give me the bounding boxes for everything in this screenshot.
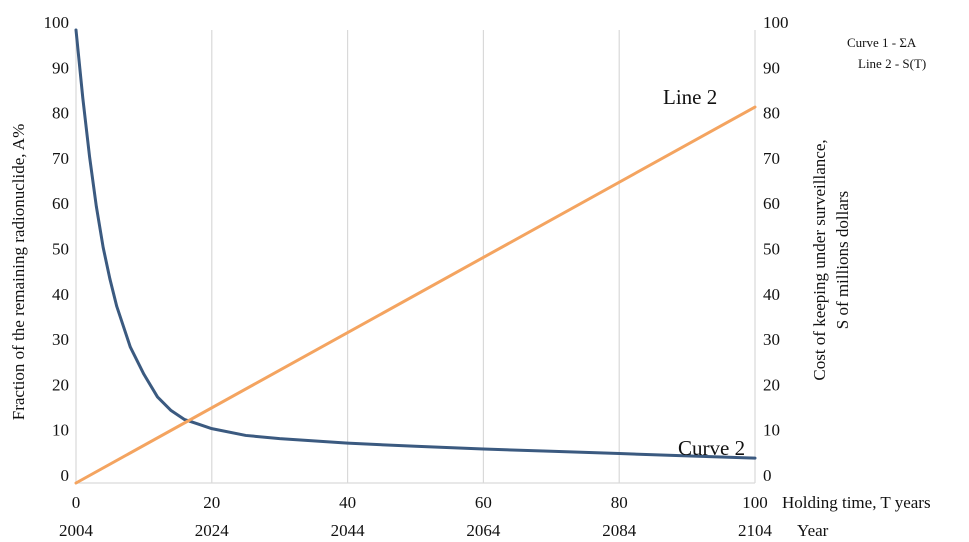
- y-right-tick-90: 90: [763, 58, 780, 77]
- y-left-tick-10: 10: [52, 421, 69, 440]
- legend-entry-line-2: Line 2 - S(T): [858, 56, 926, 71]
- ticks: 0 10 20 30 40 50 60 70 80 90 100 0 10 20 30 40 50 60 70 80 9…: [44, 13, 789, 540]
- y-left-tick-90: 90: [52, 58, 69, 77]
- y-left-tick-30: 30: [52, 330, 69, 349]
- y-right-tick-70: 70: [763, 149, 780, 168]
- y-left-tick-100: 100: [44, 13, 70, 32]
- x-primary-tick-20: 20: [203, 493, 220, 512]
- legend-entry-curve-1: Curve 1 - ΣA: [847, 35, 917, 50]
- y-left-tick-40: 40: [52, 285, 69, 304]
- y-right-tick-10: 10: [763, 421, 780, 440]
- series-layer: [74, 28, 757, 485]
- y-right-tick-20: 20: [763, 375, 780, 394]
- y-left-tick-60: 60: [52, 194, 69, 213]
- x-secondary-tick-2044: 2044: [331, 521, 366, 540]
- x-primary-tick-80: 80: [611, 493, 628, 512]
- x-primary-tick-0: 0: [72, 493, 81, 512]
- y-left-tick-70: 70: [52, 149, 69, 168]
- x-secondary-tick-2004: 2004: [59, 521, 94, 540]
- y-right-tick-30: 30: [763, 330, 780, 349]
- y-left-tick-20: 20: [52, 375, 69, 394]
- series-line-2-line: [74, 105, 757, 485]
- y-right-tick-80: 80: [763, 104, 780, 123]
- y-right-tick-40: 40: [763, 285, 780, 304]
- grid: [75, 30, 756, 484]
- y-left-tick-50: 50: [52, 240, 69, 259]
- series-label-line-2: Line 2: [663, 85, 717, 109]
- x-primary-tick-60: 60: [475, 493, 492, 512]
- x-primary-axis-label: Holding time, T years: [782, 493, 931, 512]
- x-secondary-tick-2084: 2084: [602, 521, 637, 540]
- y-right-tick-0: 0: [763, 466, 772, 485]
- y-left-tick-0: 0: [61, 466, 70, 485]
- series-curve-2-line: [74, 28, 757, 460]
- x-primary-tick-40: 40: [339, 493, 356, 512]
- y-right-axis-label-line2: S of millions dollars: [833, 191, 852, 329]
- x-secondary-axis-label: Year: [797, 521, 829, 540]
- x-primary-tick-100: 100: [742, 493, 768, 512]
- x-secondary-tick-2064: 2064: [466, 521, 501, 540]
- y-right-tick-50: 50: [763, 240, 780, 259]
- x-secondary-tick-2104: 2104: [738, 521, 773, 540]
- y-right-axis-label-line1: Cost of keeping under surveillance,: [810, 139, 829, 380]
- y-right-tick-100: 100: [763, 13, 789, 32]
- legend: Curve 1 - ΣA Line 2 - S(T): [847, 35, 926, 71]
- y-left-tick-80: 80: [52, 104, 69, 123]
- series-label-curve-2: Curve 2: [678, 436, 745, 460]
- y-left-axis-label: Fraction of the remaining radionuclide, …: [9, 124, 28, 420]
- x-secondary-tick-2024: 2024: [195, 521, 230, 540]
- y-right-tick-60: 60: [763, 194, 780, 213]
